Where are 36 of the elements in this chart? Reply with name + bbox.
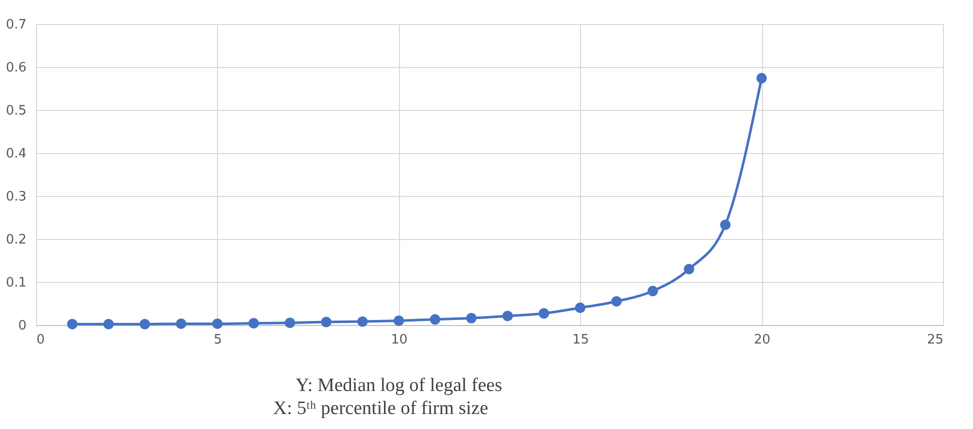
point xyxy=(466,312,477,324)
point xyxy=(357,316,368,327)
point xyxy=(248,318,259,329)
point xyxy=(394,315,404,326)
y-tick-label: 0.5 xyxy=(6,104,26,118)
point xyxy=(320,316,332,328)
y-tick-label: 0.6 xyxy=(6,60,26,76)
x-tick-label: 5 xyxy=(214,332,222,348)
point xyxy=(648,286,658,296)
point xyxy=(611,296,622,307)
point xyxy=(430,314,440,325)
y-tick-label: 0.7 xyxy=(6,18,26,32)
point xyxy=(67,318,78,330)
y-tick-label: 0.1 xyxy=(6,276,26,290)
point xyxy=(538,308,550,319)
point xyxy=(684,264,694,274)
point xyxy=(140,318,150,330)
x-tick-label: 0 xyxy=(36,332,45,348)
x-tick-label: 20 xyxy=(754,332,770,348)
point xyxy=(176,318,186,329)
point xyxy=(284,318,296,328)
point xyxy=(502,310,513,322)
text: X: 5ᵗʰ percentile of firm size xyxy=(273,398,488,419)
point xyxy=(212,318,223,329)
point xyxy=(574,302,586,314)
y-tick-label: 0.3 xyxy=(6,190,26,204)
x-tick-label: 25 xyxy=(926,332,944,348)
point xyxy=(756,72,767,84)
x-tick-label: 10 xyxy=(391,332,408,348)
text: Y: Median log of legal fees xyxy=(295,375,502,396)
point xyxy=(103,318,114,330)
y-tick-label: 0 xyxy=(18,318,26,334)
x-tick-label: 15 xyxy=(572,332,589,348)
y-tick-label: 0.4 xyxy=(6,146,26,162)
y-tick-label: 0.2 xyxy=(6,232,26,248)
point xyxy=(720,220,731,230)
